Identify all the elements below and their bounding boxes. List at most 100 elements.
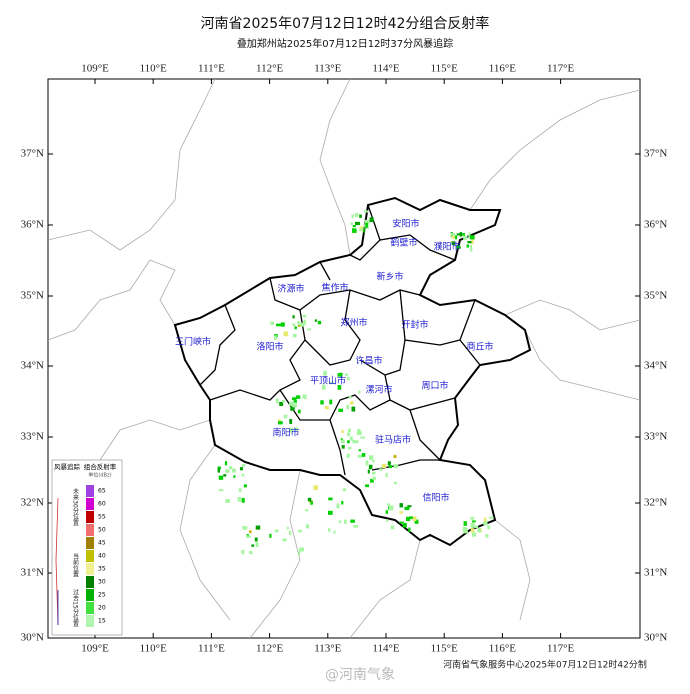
lat-label-left: 30°N: [21, 632, 44, 644]
radar-echo: [351, 406, 356, 412]
radar-echo: [469, 235, 475, 240]
radar-echo: [274, 529, 279, 533]
radar-echo: [470, 523, 475, 528]
radar-echo: [277, 421, 283, 425]
radar-echo: [323, 372, 326, 376]
radar-echo: [414, 519, 419, 524]
lon-label-bottom: 115°E: [431, 643, 458, 655]
radar-echo: [387, 461, 391, 466]
radar-echo: [369, 217, 374, 223]
radar-echo: [360, 436, 366, 439]
radar-echo: [358, 449, 361, 452]
radar-echo: [273, 335, 277, 340]
radar-echo: [350, 222, 353, 225]
radar-echo: [464, 531, 469, 534]
radar-echo: [470, 528, 475, 533]
lon-label-bottom: 112°E: [256, 643, 283, 655]
radar-echo: [237, 496, 241, 502]
radar-echo: [482, 522, 486, 525]
legend-level: 65: [98, 488, 106, 495]
legend-swatch: [86, 615, 94, 627]
legend-swatch: [86, 498, 94, 510]
legend-swatch: [86, 485, 94, 497]
radar-echo: [305, 524, 310, 529]
radar-echo: [367, 469, 370, 474]
radar-echo: [406, 516, 411, 522]
radar-echo: [347, 446, 352, 450]
radar-echo: [249, 550, 253, 555]
radar-echo: [361, 453, 366, 457]
radar-echo: [468, 232, 471, 238]
lon-label-bottom: 116°E: [489, 643, 516, 655]
legend-swatch: [86, 589, 94, 601]
radar-echo: [365, 460, 369, 466]
radar-echo: [474, 525, 479, 528]
radar-echo: [364, 219, 370, 225]
radar-echo: [357, 454, 363, 458]
radar-echo: [224, 461, 228, 466]
lon-label-bottom: 113°E: [314, 643, 341, 655]
radar-echo: [483, 517, 487, 523]
radar-echo: [280, 322, 285, 327]
radar-echo: [295, 395, 301, 399]
radar-echo: [233, 475, 236, 478]
radar-echo: [217, 468, 220, 473]
footer: 河南省气象服务中心2025年07月12日12时42分制: [443, 659, 647, 671]
lon-label-top: 113°E: [314, 63, 341, 75]
radar-echo: [218, 489, 224, 492]
radar-echo: [310, 501, 313, 505]
radar-echo: [450, 233, 455, 236]
lat-label-right: 32°N: [644, 497, 667, 509]
radar-echo: [344, 373, 349, 376]
radar-echo: [340, 439, 345, 444]
radar-echo: [466, 244, 469, 248]
map-frame: [47, 78, 641, 639]
radar-echo: [394, 481, 397, 485]
lon-label-bottom: 109°E: [81, 643, 109, 655]
legend-level: 25: [98, 592, 106, 599]
lon-label-top: 112°E: [256, 63, 283, 75]
radar-echo: [299, 547, 305, 552]
radar-echo: [399, 503, 403, 508]
radar-echo: [341, 429, 344, 434]
radar-echo: [408, 516, 414, 520]
radar-echo: [317, 320, 322, 325]
radar-echo: [459, 232, 463, 237]
lat-label-left: 36°N: [21, 219, 44, 231]
city-label: 洛阳市: [256, 341, 283, 353]
title: 河南省2025年07月12日12时42分组合反射率: [201, 15, 490, 32]
radar-echo: [309, 502, 312, 506]
radar-echo: [228, 466, 233, 470]
lon-label-top: 114°E: [372, 63, 399, 75]
radar-echo: [344, 519, 347, 524]
legend-swatch: [86, 602, 94, 614]
radar-echo: [241, 497, 245, 503]
radar-echo: [241, 549, 245, 555]
radar-echo: [341, 445, 345, 449]
radar-echo: [477, 527, 481, 533]
radar-echo: [282, 399, 286, 403]
lat-label-right: 33°N: [644, 431, 667, 443]
lon-label-bottom: 110°E: [140, 643, 167, 655]
radar-echo: [225, 469, 230, 473]
radar-echo: [347, 432, 351, 436]
radar-echo: [385, 472, 388, 478]
radar-echo: [291, 397, 297, 401]
track-label: 当前位置: [72, 552, 79, 577]
radar-echo: [251, 544, 255, 547]
lon-label-top: 111°E: [198, 63, 225, 75]
radar-echo: [456, 233, 461, 236]
radar-echo: [307, 497, 312, 502]
radar-echo: [282, 538, 287, 542]
radar-echo: [359, 228, 364, 231]
radar-echo: [298, 550, 301, 556]
track-label: 过去15分位置: [72, 588, 79, 627]
legend: 风暴追踪 组合反射率 单位(dBz) 65 60 55 50 45 40 35 30 25 20 1…: [51, 459, 123, 636]
city-label: 新乡市: [376, 271, 403, 283]
city-label: 商丘市: [466, 341, 493, 353]
legend-level: 50: [98, 527, 106, 534]
radar-echo: [283, 414, 288, 419]
legend-swatch: [86, 511, 94, 523]
